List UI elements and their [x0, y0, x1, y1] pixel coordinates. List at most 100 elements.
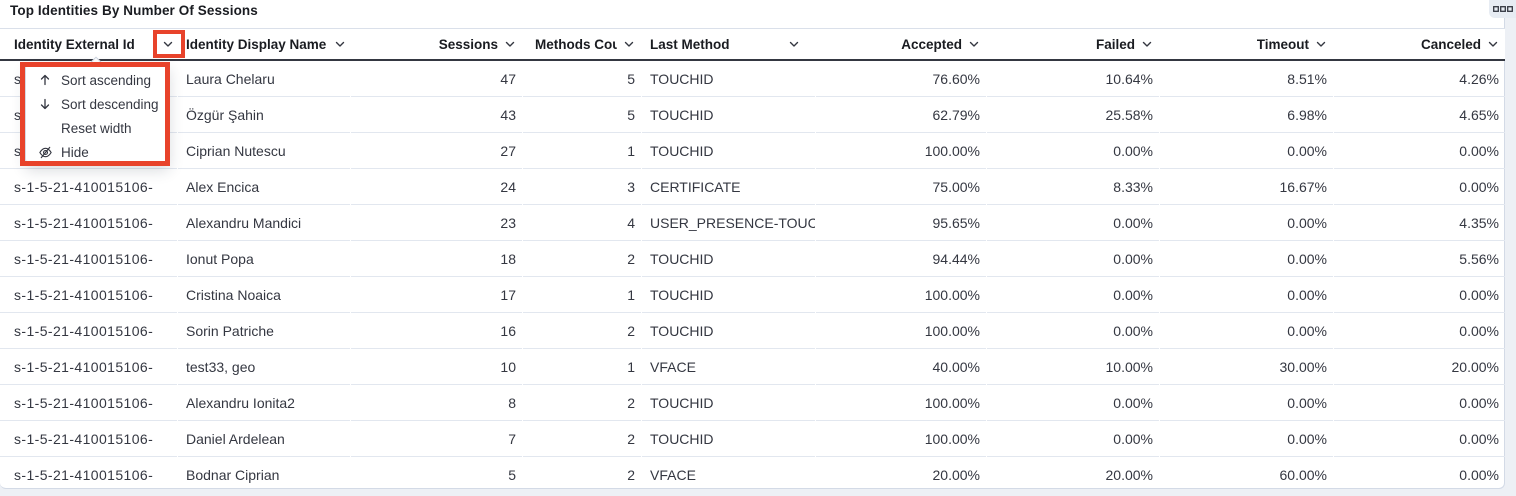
cell-canceled: 4.65%	[1334, 97, 1505, 133]
cell-canceled: 0.00%	[1334, 421, 1505, 457]
cell-methods-count: 2	[523, 241, 641, 277]
column-header-identity-display-name[interactable]: Identity Display Name	[178, 29, 350, 59]
cell-canceled: 5.56%	[1334, 241, 1505, 277]
menu-item-hide[interactable]: Hide	[26, 140, 169, 164]
cell-identity-external-id: s-1-5-21-410015106-	[0, 421, 177, 457]
cell-methods-count: 1	[523, 349, 641, 385]
table-row: s-1-5-21-410015106- Alex Encica 24 3 CERTIFI…	[0, 169, 1505, 205]
cell-timeout: 0.00%	[1160, 133, 1333, 169]
cell-canceled: 0.00%	[1334, 457, 1505, 488]
cell-last-method: TOUCHID	[642, 61, 815, 97]
cell-canceled: 4.26%	[1334, 61, 1505, 97]
table-row: s-1-5-21-410015106- Bodnar Ciprian 5 2 VFACE…	[0, 457, 1505, 488]
panel-options-button[interactable]	[1489, 0, 1516, 18]
table-body: s-1-5-21-410015106-Laura Chelaru475TOUCH…	[0, 61, 1505, 488]
column-header-accepted[interactable]: Accepted	[816, 29, 986, 59]
column-header-label: Identity Display Name	[186, 36, 327, 52]
cell-accepted: 94.44%	[816, 241, 986, 277]
column-header-timeout[interactable]: Timeout	[1160, 29, 1333, 59]
cell-timeout: 60.00%	[1160, 457, 1333, 488]
cell-identity-display-name: Alexandru Mandici	[178, 205, 350, 241]
cell-methods-count: 5	[523, 61, 641, 97]
column-actions-chevron-icon[interactable]	[1487, 38, 1499, 50]
column-actions-chevron-icon[interactable]	[504, 38, 516, 50]
cell-methods-count: 1	[523, 133, 641, 169]
column-header-label: Sessions	[438, 36, 498, 52]
column-header-methods-count[interactable]: Methods Count	[523, 29, 641, 59]
column-actions-chevron-icon[interactable]	[1141, 38, 1153, 50]
column-header-sessions[interactable]: Sessions	[351, 29, 522, 59]
cell-canceled: 0.00%	[1334, 313, 1505, 349]
cell-failed: 10.64%	[987, 61, 1159, 97]
cell-timeout: 30.00%	[1160, 349, 1333, 385]
column-actions-chevron-icon[interactable]	[334, 38, 346, 50]
cell-last-method: VFACE	[642, 349, 815, 385]
cell-timeout: 8.51%	[1160, 61, 1333, 97]
cell-identity-display-name: Laura Chelaru	[178, 61, 350, 97]
column-header-label: Failed	[1095, 36, 1135, 52]
column-actions-chevron-icon[interactable]	[162, 38, 174, 50]
column-actions-chevron-icon[interactable]	[623, 38, 635, 50]
cell-last-method: TOUCHID	[642, 421, 815, 457]
table-row: s-1-5-21-410015106-Laura Chelaru475TOUCH…	[0, 61, 1505, 97]
column-header-label: Last Method	[650, 36, 730, 52]
column-header-label: Methods Count	[535, 36, 617, 52]
cell-last-method: TOUCHID	[642, 313, 815, 349]
cell-timeout: 0.00%	[1160, 277, 1333, 313]
cell-identity-external-id: s-1-5-21-410015106-	[0, 457, 177, 488]
menu-item-label: Sort ascending	[61, 72, 152, 88]
cell-timeout: 0.00%	[1160, 385, 1333, 421]
cell-identity-display-name: test33, geo	[178, 349, 350, 385]
cell-failed: 0.00%	[987, 421, 1159, 457]
cell-timeout: 0.00%	[1160, 313, 1333, 349]
column-header-last-method[interactable]: Last Method	[642, 29, 815, 59]
cell-identity-display-name: Ciprian Nutescu	[178, 133, 350, 169]
column-header-label: Canceled	[1420, 36, 1481, 52]
column-header-canceled[interactable]: Canceled	[1334, 29, 1505, 59]
cell-canceled: 0.00%	[1334, 169, 1505, 205]
table-row: s-1-5-21-410015106- Sorin Patriche 16 2 TOUC…	[0, 313, 1505, 349]
table-row: s-1-5-21-410015106-Özgür Şahin435TOUCHID…	[0, 97, 1505, 133]
menu-item-sort-descending[interactable]: Sort descending	[26, 92, 169, 116]
menu-item-sort-ascending[interactable]: Sort ascending	[26, 68, 169, 92]
cell-canceled: 0.00%	[1334, 277, 1505, 313]
cell-sessions: 43	[351, 97, 522, 133]
column-header-failed[interactable]: Failed	[987, 29, 1159, 59]
cell-last-method: TOUCHID	[642, 277, 815, 313]
cell-sessions: 8	[351, 385, 522, 421]
cell-methods-count: 2	[523, 385, 641, 421]
column-actions-chevron-icon[interactable]	[968, 38, 980, 50]
cell-methods-count: 1	[523, 277, 641, 313]
cell-failed: 0.00%	[987, 133, 1159, 169]
cell-methods-count: 2	[523, 457, 641, 488]
cell-accepted: 100.00%	[816, 313, 986, 349]
cell-sessions: 18	[351, 241, 522, 277]
cell-failed: 0.00%	[987, 241, 1159, 277]
menu-item-reset-width[interactable]: Reset width	[26, 116, 169, 140]
cell-identity-display-name: Daniel Ardelean	[178, 421, 350, 457]
column-actions-chevron-icon[interactable]	[788, 38, 800, 50]
cell-sessions: 16	[351, 313, 522, 349]
cell-failed: 0.00%	[987, 313, 1159, 349]
cell-identity-display-name: Alex Encica	[178, 169, 350, 205]
cell-methods-count: 2	[523, 421, 641, 457]
cell-accepted: 95.65%	[816, 205, 986, 241]
column-header-identity-external-id[interactable]: Identity External Id	[0, 29, 177, 59]
cell-failed: 0.00%	[987, 277, 1159, 313]
cell-last-method: TOUCHID	[642, 97, 815, 133]
cell-accepted: 100.00%	[816, 385, 986, 421]
column-actions-chevron-icon[interactable]	[1315, 38, 1327, 50]
cell-canceled: 4.35%	[1334, 205, 1505, 241]
cell-accepted: 75.00%	[816, 169, 986, 205]
cell-identity-display-name: Cristina Noaica	[178, 277, 350, 313]
cell-identity-external-id: s-1-5-21-410015106-	[0, 241, 177, 277]
table-row: s-1-5-21-410015106- Cristina Noaica 17 1 TOU…	[0, 277, 1505, 313]
table-row: s-1-5-21-410015106- Alexandru Mandici 23 4 U…	[0, 205, 1505, 241]
table-row: s-1-5-21-410015106-Ciprian Nutescu271TOU…	[0, 133, 1505, 169]
cell-last-method: TOUCHID	[642, 133, 815, 169]
cell-accepted: 100.00%	[816, 277, 986, 313]
top-identities-panel: Top Identities By Number Of Sessions Ide…	[0, 0, 1505, 489]
cell-accepted: 100.00%	[816, 421, 986, 457]
cell-identity-external-id: s-1-5-21-410015106-	[0, 313, 177, 349]
